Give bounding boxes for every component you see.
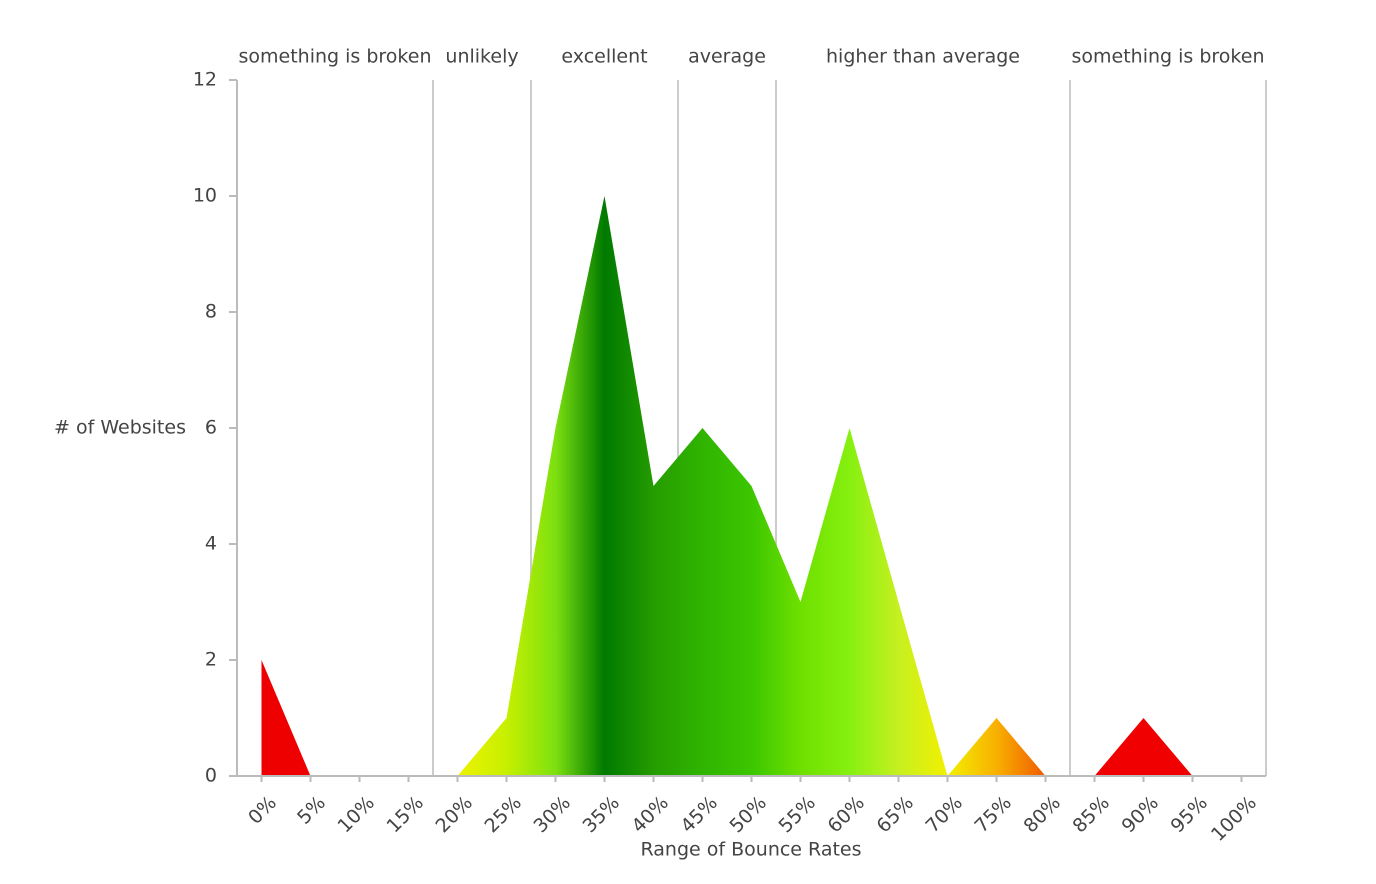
x-tick-label: 55% bbox=[775, 792, 820, 837]
x-tick-label: 45% bbox=[677, 792, 722, 837]
x-tick-label: 25% bbox=[481, 792, 526, 837]
x-tick-label: 20% bbox=[432, 792, 477, 837]
x-tick-label: 75% bbox=[971, 792, 1016, 837]
y-tick-label: 0 bbox=[205, 765, 217, 787]
x-tick-label: 90% bbox=[1118, 792, 1163, 837]
zone-label: excellent bbox=[561, 46, 647, 68]
y-tick-label: 4 bbox=[205, 533, 217, 555]
zone-label: something is broken bbox=[1072, 46, 1265, 68]
x-tick-label: 35% bbox=[579, 792, 624, 837]
y-tick-label: 6 bbox=[205, 417, 217, 439]
y-tick-label: 2 bbox=[205, 649, 217, 671]
x-tick-label: 85% bbox=[1069, 792, 1114, 837]
x-tick-label: 15% bbox=[383, 792, 428, 837]
x-tick-label: 70% bbox=[922, 792, 967, 837]
x-tick-label: 5% bbox=[293, 792, 330, 829]
zone-label: something is broken bbox=[239, 46, 432, 68]
x-tick-label: 0% bbox=[244, 792, 281, 829]
x-tick-label: 40% bbox=[628, 792, 673, 837]
x-tick-label: 10% bbox=[334, 792, 379, 837]
y-axis-title: # of Websites bbox=[54, 417, 186, 439]
x-tick-label: 80% bbox=[1020, 792, 1065, 837]
zone-label: unlikely bbox=[445, 46, 518, 68]
zone-label: average bbox=[688, 46, 766, 68]
x-tick-label: 60% bbox=[824, 792, 869, 837]
x-tick-label: 100% bbox=[1207, 792, 1261, 846]
x-axis-title: Range of Bounce Rates bbox=[641, 839, 862, 861]
x-tick-label: 95% bbox=[1167, 792, 1212, 837]
zone-label: higher than average bbox=[826, 46, 1020, 68]
x-tick-label: 30% bbox=[530, 792, 575, 837]
x-tick-label: 65% bbox=[873, 792, 918, 837]
y-tick-label: 12 bbox=[193, 69, 217, 91]
y-tick-label: 10 bbox=[193, 185, 217, 207]
x-tick-label: 50% bbox=[726, 792, 771, 837]
area bbox=[261, 196, 1242, 776]
y-tick-label: 8 bbox=[205, 301, 217, 323]
